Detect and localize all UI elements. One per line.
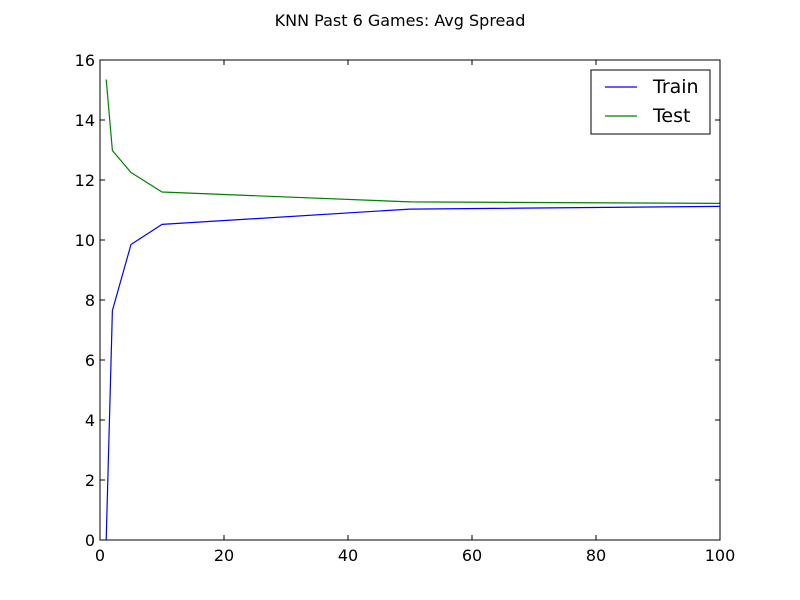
legend-box xyxy=(590,69,711,135)
x-tick-label: 80 xyxy=(586,546,606,565)
y-tick-label: 10 xyxy=(75,231,95,250)
legend-label-test: Test xyxy=(652,105,690,127)
x-axis: 0 20 40 60 80 100 xyxy=(95,60,735,565)
legend: Train Test xyxy=(590,69,711,135)
y-tick-label: 14 xyxy=(75,111,95,130)
y-tick-label: 8 xyxy=(85,291,95,310)
y-tick-label: 12 xyxy=(75,171,95,190)
series-line-test xyxy=(105,79,721,204)
series-layer xyxy=(105,79,721,541)
x-tick-label: 100 xyxy=(705,546,736,565)
x-tick-label: 40 xyxy=(338,546,358,565)
y-tick-label: 2 xyxy=(85,471,95,490)
y-tick-label: 4 xyxy=(85,411,95,430)
y-tick-label: 0 xyxy=(85,531,95,550)
x-tick-label: 60 xyxy=(462,546,482,565)
x-tick-label: 20 xyxy=(214,546,234,565)
legend-label-train: Train xyxy=(652,76,699,98)
x-tick-label: 0 xyxy=(95,546,105,565)
y-tick-label: 6 xyxy=(85,351,95,370)
y-tick-label: 16 xyxy=(75,51,95,70)
chart-title: KNN Past 6 Games: Avg Spread xyxy=(275,11,526,30)
y-axis: 0 2 4 6 8 10 12 14 16 xyxy=(75,51,720,550)
series-line-train xyxy=(105,205,721,541)
